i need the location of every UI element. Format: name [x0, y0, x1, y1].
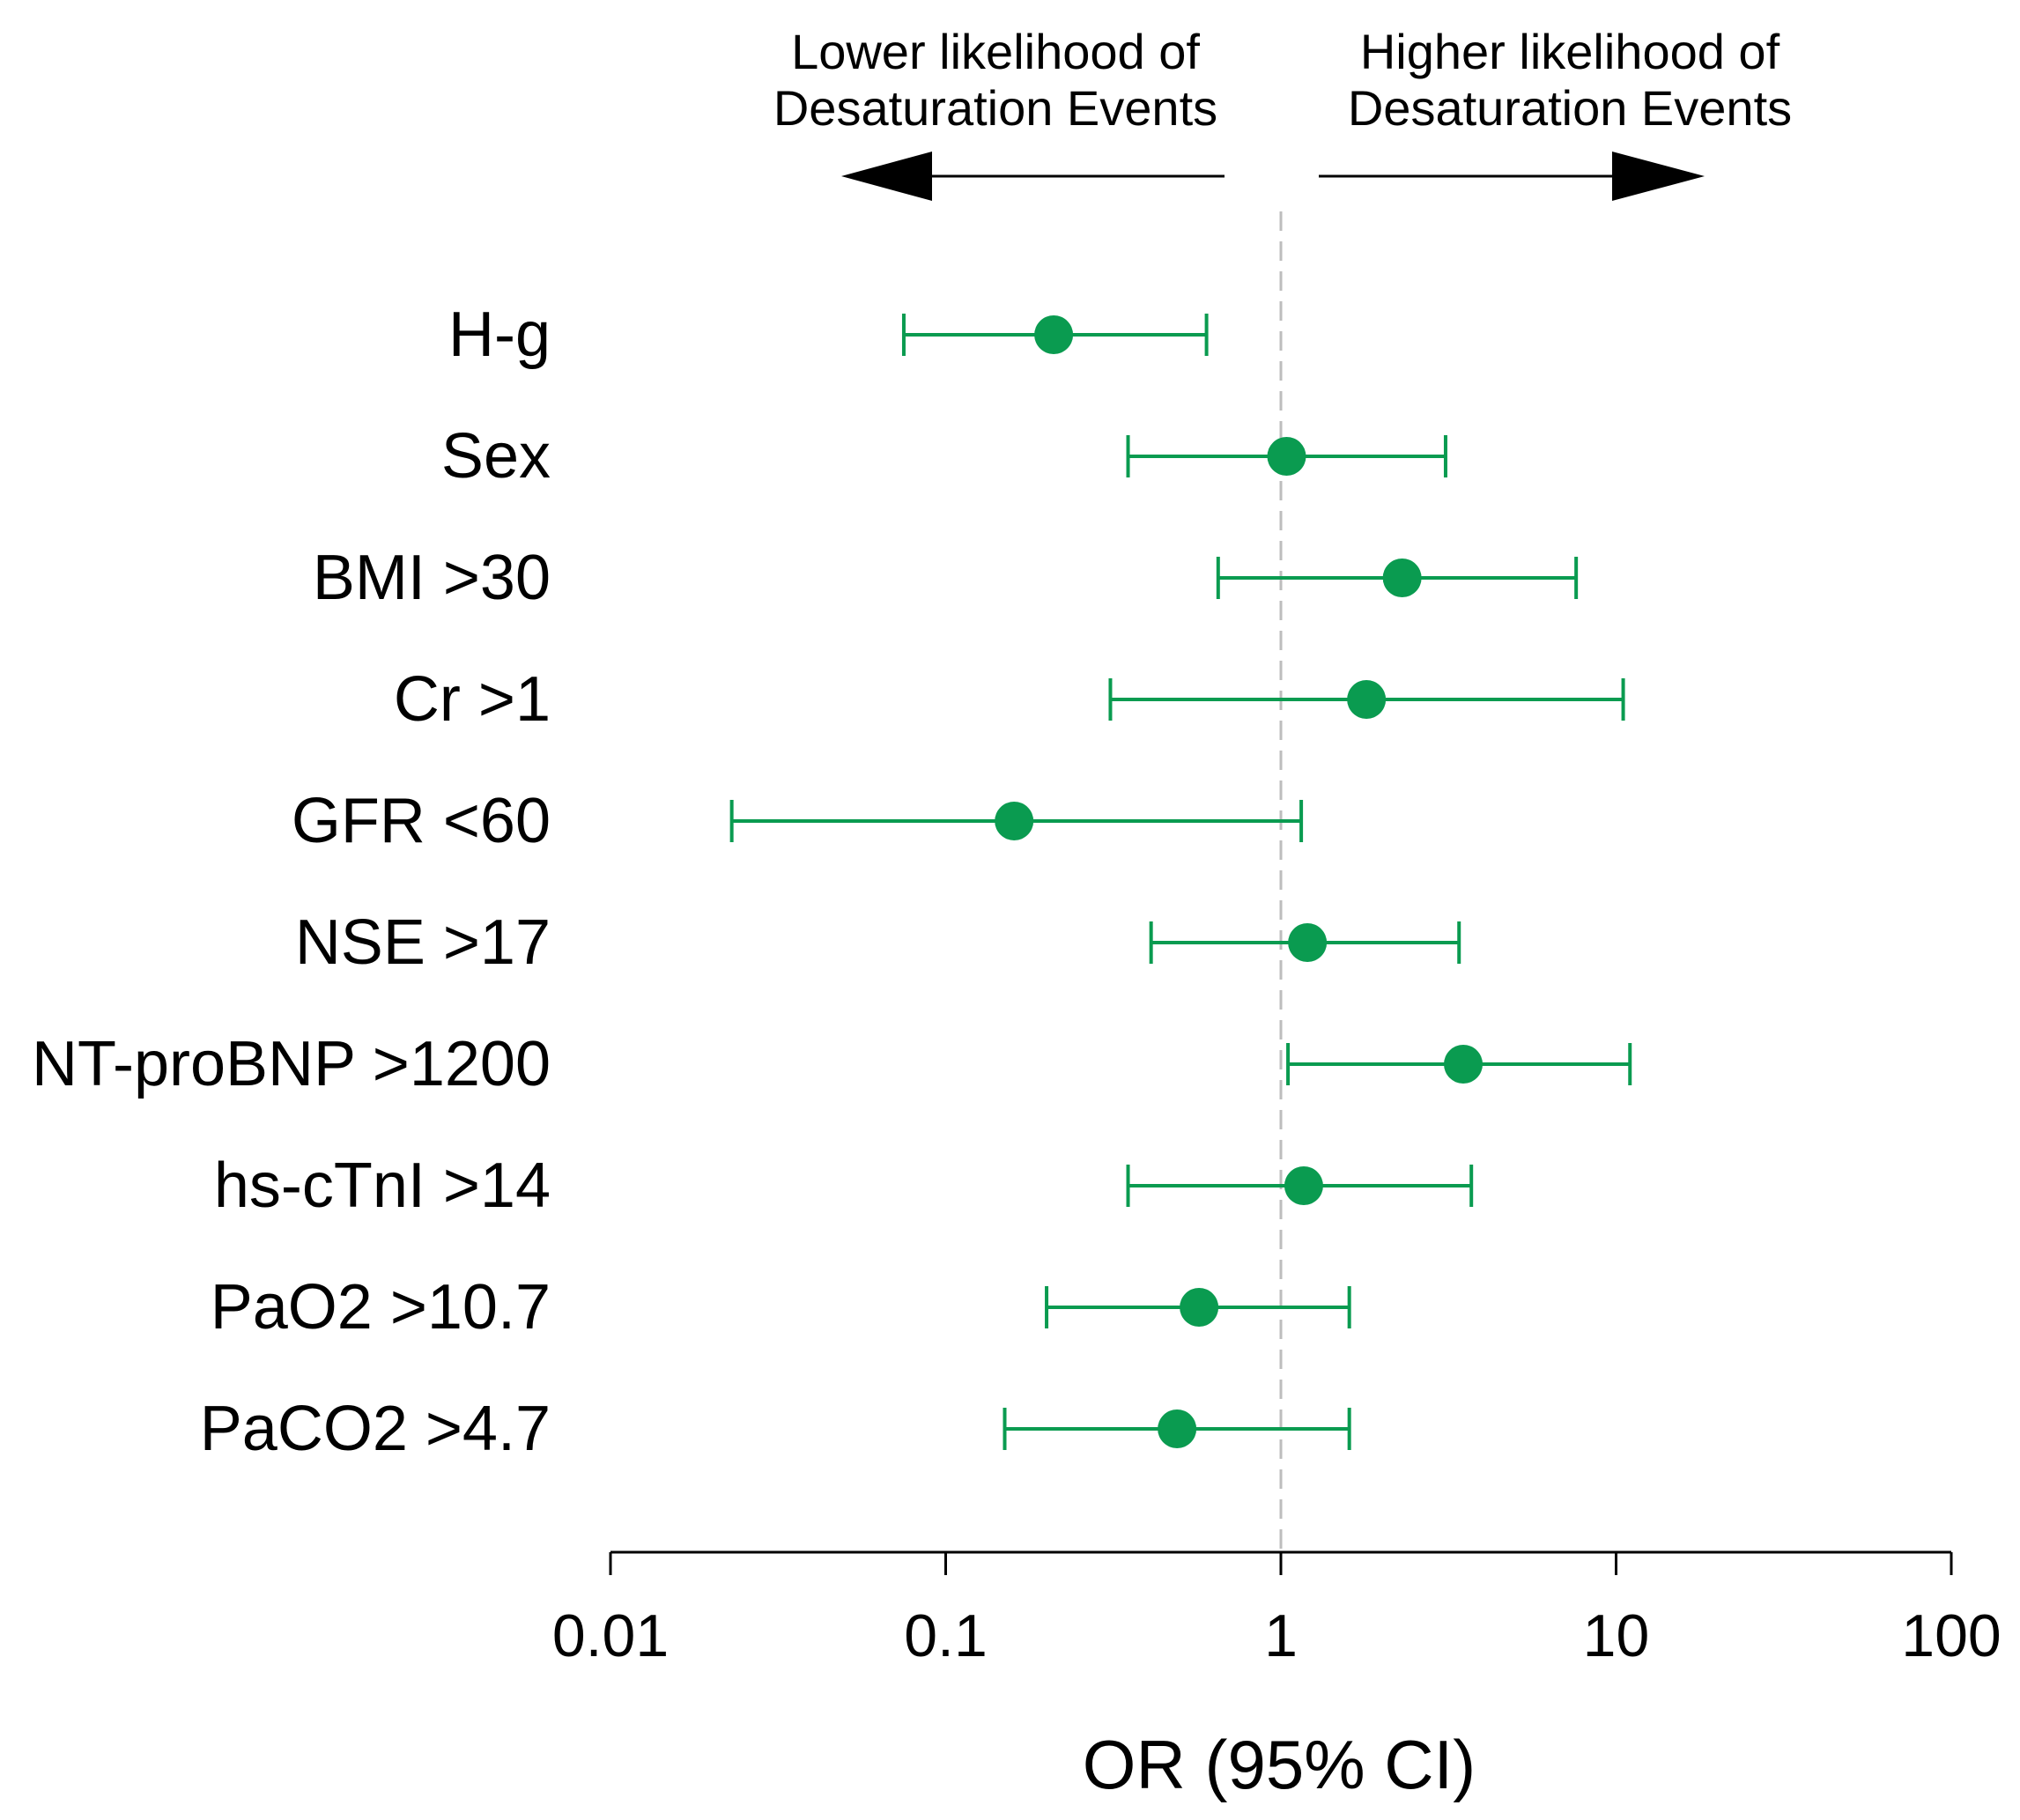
point-estimate: [1347, 680, 1387, 719]
row-label: GFR <60: [292, 786, 551, 856]
x-tick-label: 0.1: [904, 1602, 988, 1669]
point-estimate: [1158, 1409, 1197, 1448]
direction-annotations: Lower likelihood of Desaturation Events …: [773, 24, 1792, 201]
direction-label-right-line2: Desaturation Events: [1348, 80, 1792, 136]
x-tick-label: 10: [1583, 1602, 1650, 1669]
forest-row: GFR <60: [292, 786, 1304, 856]
x-tick-label: 0.01: [552, 1602, 669, 1669]
direction-label-left-line1: Lower likelihood of: [791, 24, 1200, 79]
forest-row: H-g: [448, 300, 1209, 370]
forest-row: NSE >17: [295, 907, 1461, 978]
forest-row: BMI >30: [313, 543, 1579, 613]
point-estimate: [1034, 315, 1074, 354]
row-label: BMI >30: [313, 543, 551, 613]
x-axis-title: OR (95% CI): [1083, 1726, 1476, 1803]
x-tick-label: 1: [1264, 1602, 1298, 1669]
row-label: H-g: [448, 300, 551, 370]
rows-layer: H-g Sex BMI >30 Cr >1 GFR <60 NSE >17 NT-proBN…: [32, 300, 1632, 1464]
forest-row: hs-cTnI >14: [214, 1150, 1474, 1221]
point-estimate: [1288, 923, 1328, 962]
x-axis: 0.01 0.1 1 10 100: [552, 1550, 2002, 1669]
left-arrow-head: [841, 152, 932, 201]
forest-row: PaO2 >10.7: [211, 1272, 1351, 1343]
forest-row: Cr >1: [394, 664, 1625, 735]
direction-label-right-line1: Higher likelihood of: [1360, 24, 1780, 79]
point-estimate: [1382, 559, 1422, 597]
row-label: PaCO2 >4.7: [200, 1394, 551, 1464]
row-label: Sex: [441, 421, 551, 492]
point-estimate: [1180, 1288, 1219, 1327]
row-label: PaO2 >10.7: [211, 1272, 551, 1343]
direction-label-left-line2: Desaturation Events: [773, 80, 1217, 136]
point-estimate: [1284, 1166, 1323, 1205]
row-label: NSE >17: [295, 907, 551, 978]
point-estimate: [1444, 1045, 1484, 1084]
x-tick-label: 100: [1901, 1602, 2001, 1669]
right-arrow-head: [1612, 152, 1705, 201]
row-label: Cr >1: [394, 664, 551, 735]
row-label: NT-proBNP >1200: [32, 1029, 551, 1099]
forest-row: PaCO2 >4.7: [200, 1394, 1351, 1464]
forest-row: Sex: [441, 421, 1447, 492]
row-label: hs-cTnI >14: [214, 1150, 551, 1221]
point-estimate: [1267, 437, 1306, 476]
forest-row: NT-proBNP >1200: [32, 1029, 1632, 1099]
point-estimate: [995, 802, 1034, 840]
